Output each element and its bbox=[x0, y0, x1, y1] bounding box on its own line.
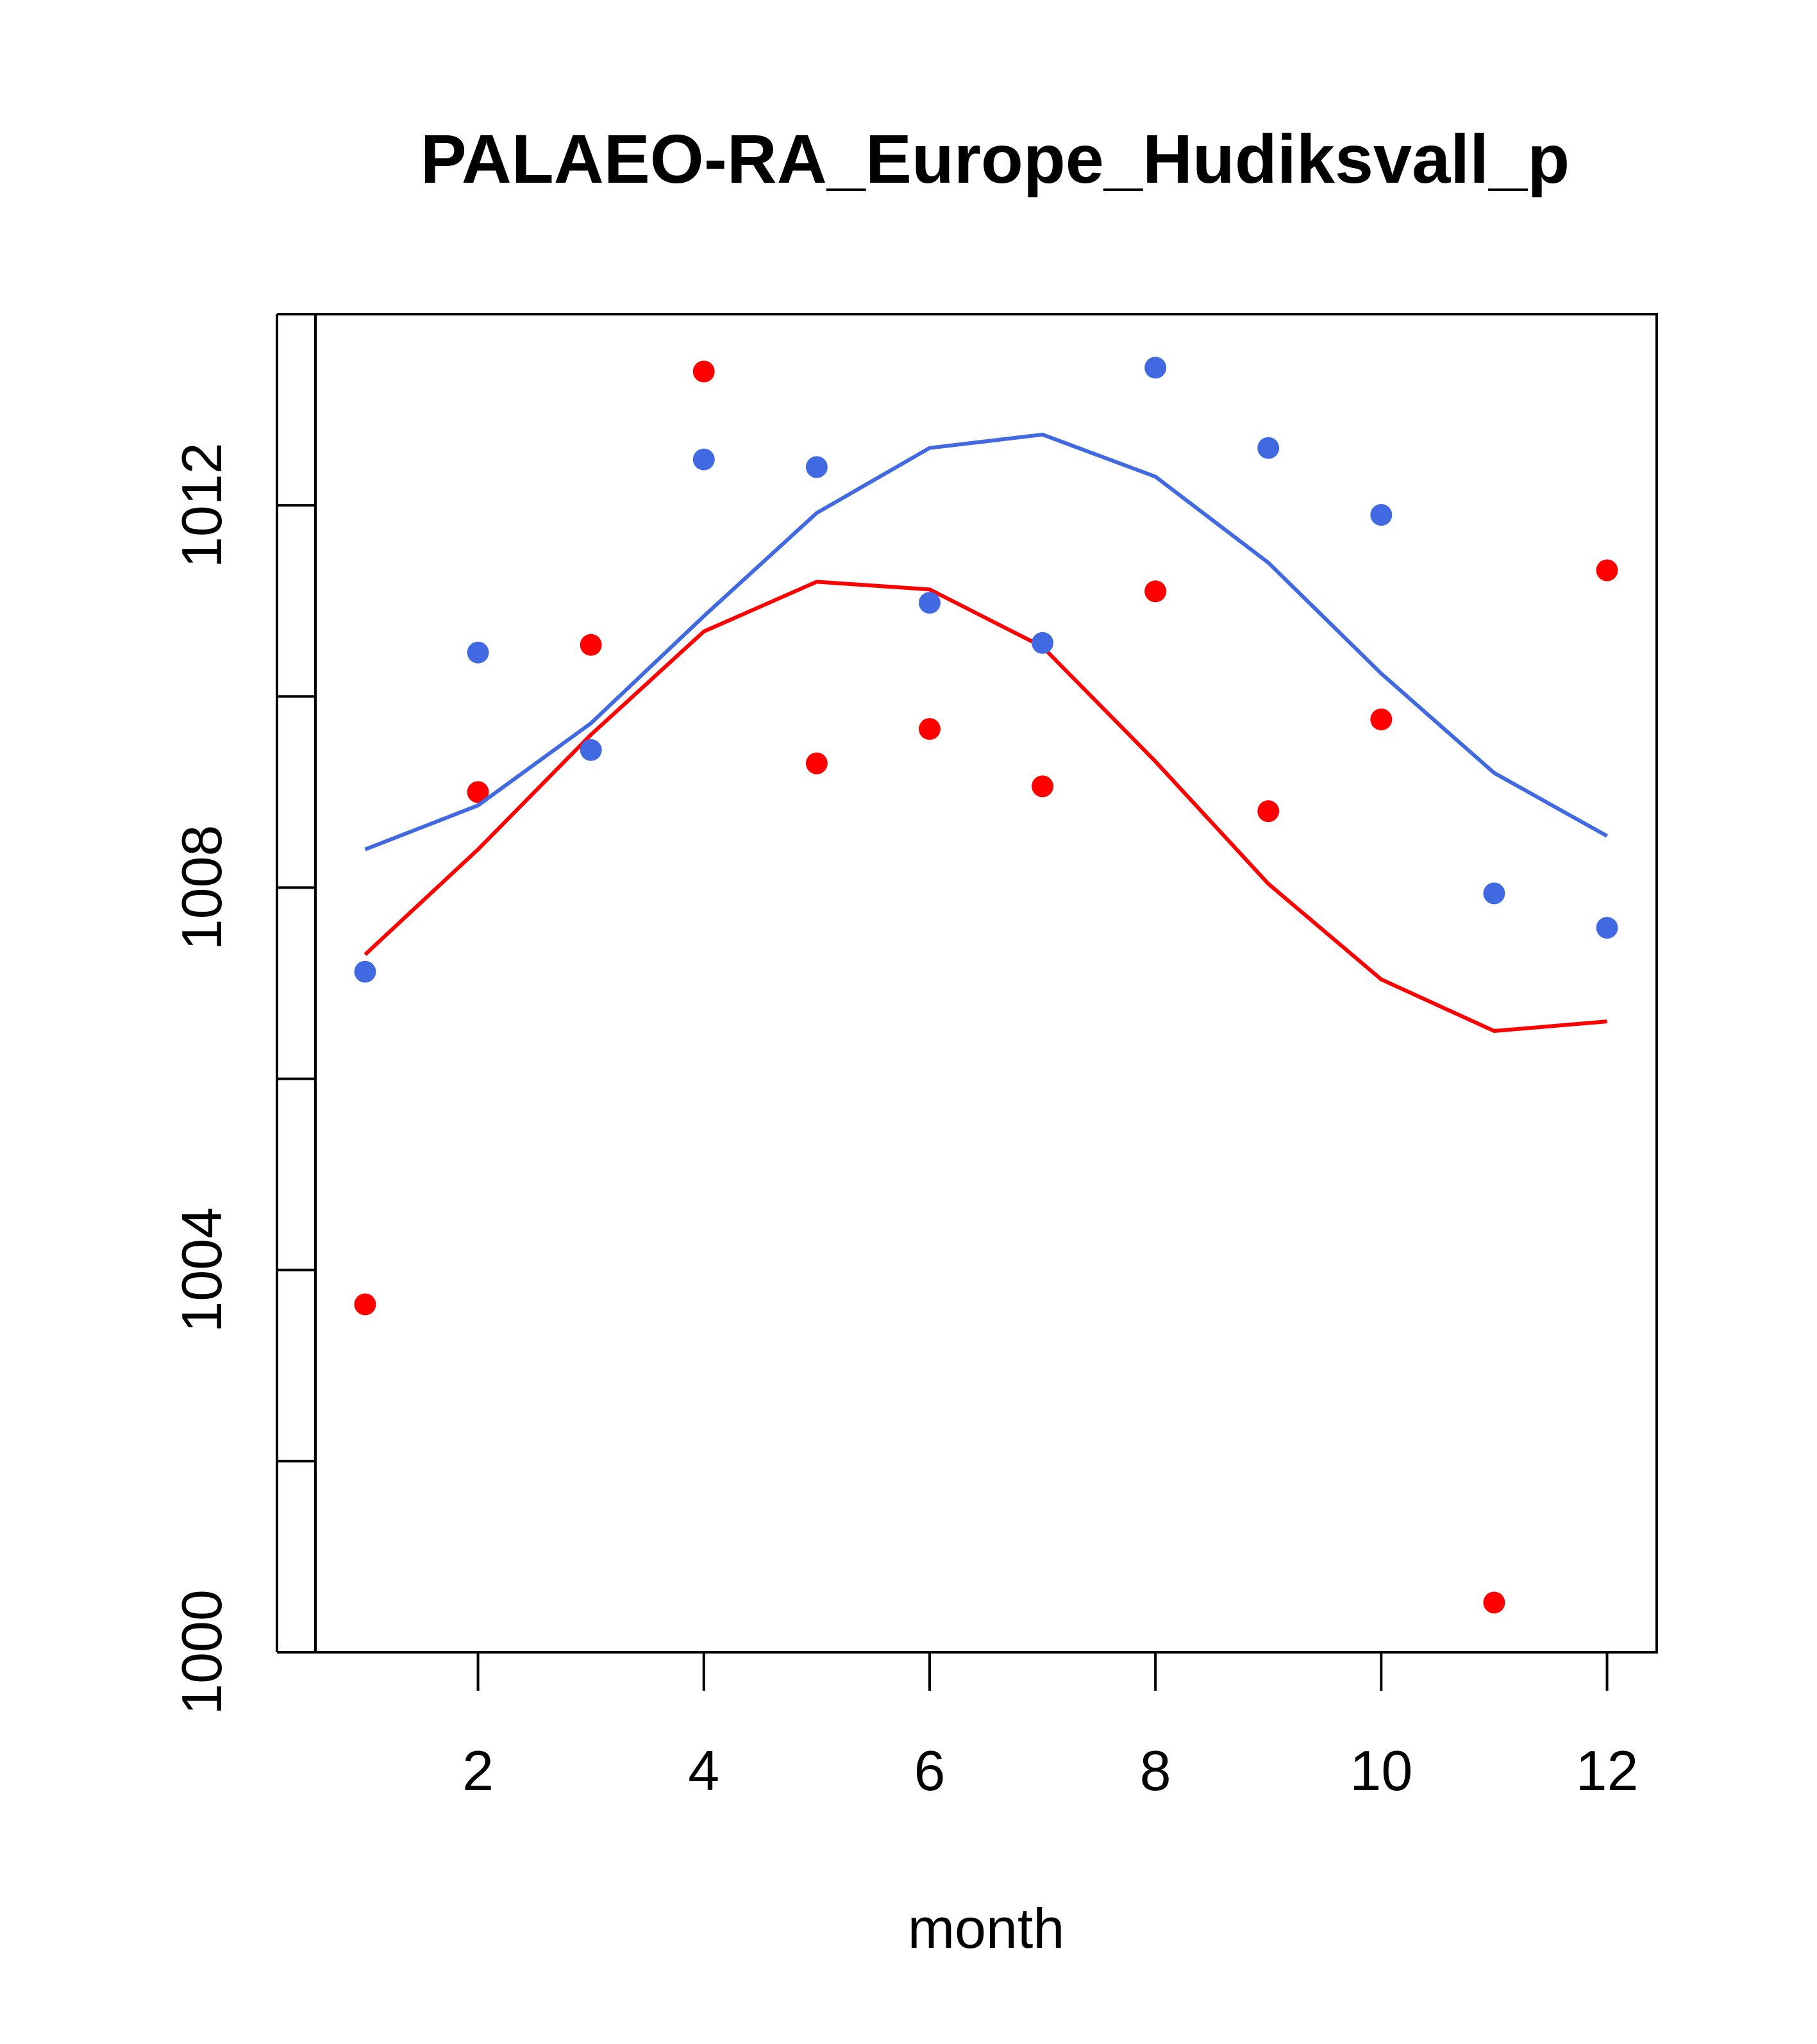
x-axis-label: month bbox=[908, 1897, 1065, 1960]
x-tick-label: 2 bbox=[462, 1739, 494, 1802]
series-2-point bbox=[805, 456, 828, 478]
series-1-point bbox=[692, 360, 715, 383]
series-1-point bbox=[1483, 1591, 1505, 1614]
series-2-point bbox=[918, 592, 941, 614]
plot-frame bbox=[314, 313, 1658, 1654]
series-1-point bbox=[1032, 775, 1054, 798]
series-1-point bbox=[1144, 580, 1167, 603]
series-1-point bbox=[805, 752, 828, 775]
x-axis: 2 4 6 8 10 12 bbox=[462, 1651, 1639, 1802]
series-layer bbox=[354, 356, 1618, 1614]
series-1-point bbox=[354, 1293, 376, 1316]
series-2-point bbox=[354, 960, 376, 983]
x-tick-label: 6 bbox=[914, 1739, 945, 1802]
x-tick-label: 12 bbox=[1576, 1739, 1639, 1802]
series-2-point bbox=[1257, 437, 1280, 459]
y-tick-label: 1004 bbox=[170, 1207, 233, 1333]
series-2-point bbox=[467, 641, 489, 664]
series-2-point bbox=[692, 448, 715, 471]
series-1-point bbox=[467, 781, 489, 803]
y-tick-label: 1000 bbox=[170, 1589, 233, 1715]
series-1-point bbox=[1257, 800, 1280, 823]
series-2-line bbox=[364, 432, 1608, 851]
y-axis: 1000 1004 1008 1012 bbox=[170, 313, 315, 1715]
x-tick-label: 8 bbox=[1140, 1739, 1171, 1802]
y-tick-label: 1008 bbox=[170, 825, 233, 951]
y-tick-label: 1012 bbox=[170, 442, 233, 568]
series-2-point bbox=[580, 739, 602, 761]
series-1-point bbox=[580, 633, 602, 656]
chart-title: PALAEO-RA_Europe_Hudiksvall_p bbox=[421, 120, 1570, 197]
series-1-line bbox=[364, 580, 1607, 1034]
series-2-point bbox=[1032, 632, 1054, 654]
series-1-point bbox=[1370, 708, 1393, 731]
series-1-point bbox=[1596, 559, 1618, 582]
series-2-point bbox=[1483, 882, 1505, 905]
x-tick-label: 10 bbox=[1350, 1739, 1412, 1802]
series-1-point bbox=[918, 717, 941, 740]
series-2-point bbox=[1144, 356, 1167, 379]
x-tick-label: 4 bbox=[688, 1739, 719, 1802]
series-2-point bbox=[1596, 917, 1618, 939]
series-2-point bbox=[1370, 504, 1393, 526]
